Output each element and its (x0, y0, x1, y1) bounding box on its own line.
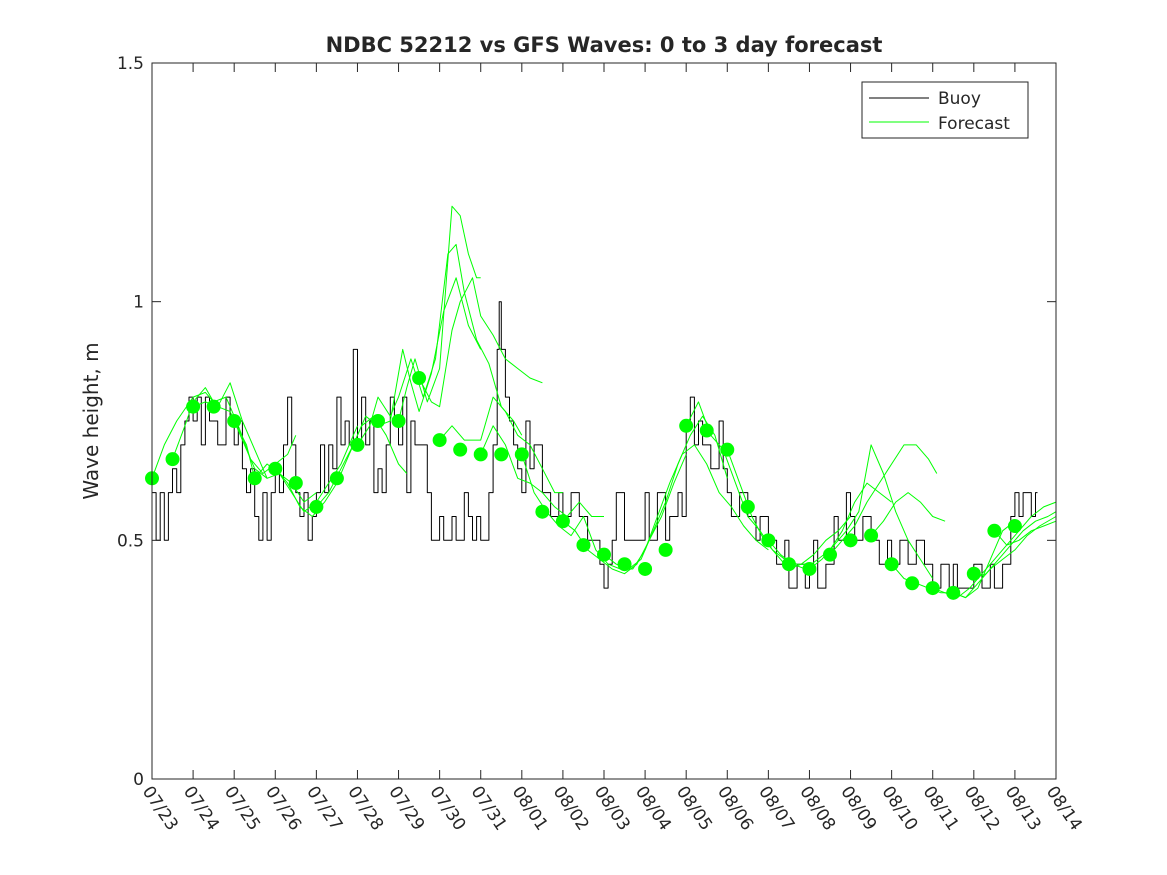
forecast-marker (514, 447, 529, 462)
x-tick-label: 07/24 (179, 783, 223, 835)
x-tick-label: 07/26 (261, 783, 305, 835)
x-tick-label: 08/09 (836, 783, 880, 835)
forecast-marker (946, 585, 961, 600)
forecast-line-6 (316, 277, 482, 508)
forecast-marker (843, 533, 858, 548)
x-tick-label: 08/08 (795, 783, 839, 835)
forecast-marker (658, 542, 673, 557)
x-tick-label: 08/11 (919, 783, 963, 835)
forecast-marker (494, 447, 509, 462)
forecast-marker (884, 557, 899, 572)
x-tick-label: 08/04 (631, 783, 675, 835)
forecast-marker (679, 418, 694, 433)
x-tick-label: 08/12 (960, 783, 1004, 835)
forecast-marker (268, 461, 283, 476)
forecast-line-7 (357, 243, 523, 446)
forecast-marker (905, 576, 920, 591)
forecast-line-26 (994, 520, 1057, 546)
forecast-line-15 (644, 444, 769, 551)
forecast-markers (145, 371, 1022, 600)
forecast-marker (206, 399, 221, 414)
x-axis: 07/2307/2407/2507/2607/2707/2807/2907/30… (138, 63, 1086, 834)
y-tick-label: 1.5 (117, 54, 144, 74)
x-tick-label: 08/03 (590, 783, 634, 835)
x-tick-label: 08/10 (877, 783, 921, 835)
forecast-line-20 (829, 444, 938, 556)
x-tick-label: 07/28 (343, 783, 387, 835)
x-tick-label: 07/27 (302, 783, 346, 835)
forecast-marker (247, 471, 262, 486)
forecast-marker (391, 414, 406, 428)
forecast-marker (761, 533, 776, 548)
forecast-marker (329, 471, 344, 486)
forecast-marker (802, 561, 817, 576)
legend-forecast-label: Forecast (938, 114, 1010, 134)
forecast-marker (864, 528, 879, 543)
forecast-marker (720, 442, 735, 457)
forecast-marker (165, 452, 180, 467)
forecast-marker (823, 547, 837, 562)
x-tick-label: 07/23 (138, 783, 182, 835)
y-tick-label: 1 (133, 293, 144, 313)
forecast-marker (227, 414, 242, 428)
forecast-marker (617, 557, 632, 572)
forecast-marker (371, 414, 385, 428)
forecast-marker (597, 547, 611, 562)
x-tick-label: 08/13 (1001, 783, 1045, 835)
x-tick-label: 08/01 (508, 783, 552, 835)
forecast-marker (350, 437, 365, 452)
forecast-marker (288, 476, 303, 491)
y-axis: 0 0.5 1 1.5 (117, 54, 1056, 790)
buoy-series (152, 301, 1038, 589)
y-tick-label: 0 (133, 770, 144, 790)
forecast-marker (576, 538, 591, 553)
legend-buoy-label: Buoy (938, 89, 981, 109)
buoy-line (152, 301, 1038, 589)
forecast-marker (412, 371, 427, 386)
legend: Buoy Forecast (861, 81, 1029, 139)
x-tick-label: 08/02 (549, 783, 593, 835)
forecast-marker (535, 504, 550, 519)
forecast-marker (309, 499, 324, 514)
forecast-marker (699, 423, 714, 438)
forecast-marker (432, 433, 447, 448)
legend-box (861, 81, 1029, 139)
forecast-marker (186, 399, 201, 414)
forecast-line-10 (439, 396, 563, 494)
x-tick-label: 08/05 (672, 783, 716, 835)
x-tick-label: 07/30 (425, 783, 469, 835)
x-tick-label: 07/29 (384, 783, 428, 835)
y-axis-label: Wave height, m (79, 342, 103, 499)
x-tick-label: 07/31 (467, 783, 511, 835)
forecast-line-21 (870, 492, 946, 536)
forecast-marker (473, 447, 488, 462)
plot-area (145, 205, 1057, 600)
forecast-line-25 (973, 511, 1057, 579)
forecast-line-8 (398, 205, 481, 422)
forecast-marker (638, 561, 653, 576)
x-tick-label: 07/25 (220, 783, 264, 835)
forecast-marker (781, 557, 796, 572)
forecast-marker (555, 514, 570, 529)
forecast-marker (925, 581, 940, 596)
forecast-line-9 (418, 277, 543, 408)
forecast-line-5 (274, 415, 408, 517)
forecast-line-11 (480, 425, 604, 517)
x-tick-label: 08/06 (713, 783, 757, 835)
forecast-marker (987, 523, 1002, 538)
y-tick-label: 0.5 (117, 531, 144, 551)
forecast-marker (966, 566, 981, 581)
forecast-marker (740, 499, 755, 514)
forecast-marker (453, 442, 468, 457)
x-tick-label: 08/14 (1042, 783, 1086, 835)
chart-title: NDBC 52212 vs GFS Waves: 0 to 3 day fore… (326, 33, 883, 57)
forecast-marker (1007, 519, 1022, 534)
x-tick-label: 08/07 (754, 783, 798, 835)
